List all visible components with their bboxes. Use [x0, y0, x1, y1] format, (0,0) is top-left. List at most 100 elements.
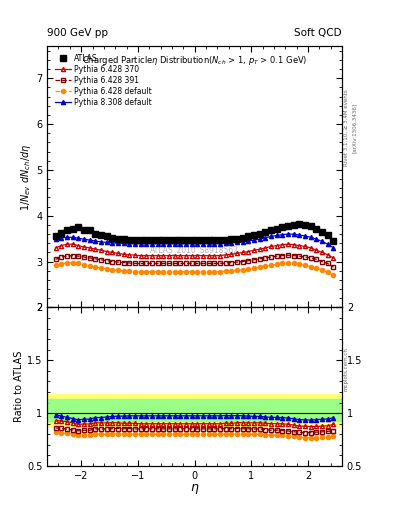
- Text: [arXiv:1306.3436]: [arXiv:1306.3436]: [352, 103, 357, 153]
- Pythia 6.428 default: [314, 265, 319, 271]
- ATLAS: [121, 236, 126, 242]
- ATLAS: [325, 232, 330, 238]
- Pythia 6.428 370: [257, 246, 262, 252]
- Pythia 6.428 391: [76, 253, 81, 259]
- Pythia 8.308 default: [280, 231, 285, 238]
- Line: ATLAS: ATLAS: [53, 221, 336, 244]
- ATLAS: [286, 223, 290, 229]
- Pythia 6.428 default: [64, 260, 69, 266]
- ATLAS: [167, 237, 171, 243]
- Pythia 6.428 370: [286, 241, 290, 247]
- Pythia 6.428 default: [173, 269, 177, 275]
- Y-axis label: $1/N_{ev}\ dN_{ch}/d\eta$: $1/N_{ev}\ dN_{ch}/d\eta$: [19, 143, 33, 210]
- Pythia 6.428 391: [201, 261, 206, 267]
- Pythia 8.308 default: [93, 238, 98, 244]
- Pythia 6.428 370: [223, 252, 228, 258]
- Pythia 6.428 391: [195, 261, 200, 267]
- ATLAS: [133, 237, 138, 243]
- Pythia 6.428 391: [110, 259, 115, 265]
- ATLAS: [297, 221, 302, 227]
- Pythia 6.428 391: [206, 261, 211, 267]
- Pythia 6.428 370: [161, 252, 166, 259]
- ATLAS: [138, 237, 143, 243]
- Pythia 6.428 370: [246, 248, 251, 254]
- Pythia 8.308 default: [110, 240, 115, 246]
- Pythia 8.308 default: [201, 241, 206, 247]
- Pythia 8.308 default: [144, 241, 149, 247]
- Pythia 6.428 370: [173, 252, 177, 259]
- ATLAS: [280, 224, 285, 230]
- Pythia 6.428 370: [263, 245, 268, 251]
- Pythia 8.308 default: [235, 239, 239, 245]
- Pythia 8.308 default: [320, 239, 325, 245]
- Pythia 8.308 default: [64, 234, 69, 241]
- Pythia 8.308 default: [257, 236, 262, 242]
- Pythia 6.428 391: [167, 261, 171, 267]
- ATLAS: [87, 227, 92, 233]
- Pythia 6.428 default: [93, 264, 98, 270]
- Pythia 6.428 370: [87, 245, 92, 251]
- Pythia 6.428 370: [93, 246, 98, 252]
- Pythia 6.428 370: [70, 241, 75, 247]
- Pythia 6.428 default: [280, 261, 285, 267]
- Pythia 6.428 391: [229, 260, 234, 266]
- Pythia 8.308 default: [59, 234, 64, 241]
- Pythia 6.428 391: [104, 258, 109, 264]
- Pythia 6.428 default: [138, 269, 143, 275]
- Pythia 6.428 default: [257, 264, 262, 270]
- ATLAS: [303, 222, 307, 228]
- Pythia 6.428 default: [87, 263, 92, 269]
- Pythia 6.428 391: [59, 254, 64, 260]
- ATLAS: [116, 236, 120, 242]
- Pythia 6.428 391: [303, 254, 307, 260]
- Pythia 6.428 391: [133, 261, 138, 267]
- Pythia 6.428 391: [218, 261, 222, 267]
- Pythia 6.428 370: [212, 252, 217, 259]
- Pythia 6.428 default: [206, 269, 211, 275]
- Pythia 6.428 default: [76, 261, 81, 267]
- ATLAS: [235, 236, 239, 242]
- Pythia 8.308 default: [173, 241, 177, 247]
- Pythia 6.428 370: [241, 249, 245, 255]
- Pythia 6.428 391: [291, 252, 296, 259]
- Pythia 6.428 default: [303, 262, 307, 268]
- Pythia 6.428 391: [314, 257, 319, 263]
- Pythia 8.308 default: [241, 239, 245, 245]
- Pythia 8.308 default: [269, 233, 274, 240]
- Pythia 6.428 default: [150, 269, 154, 275]
- Pythia 6.428 370: [82, 244, 86, 250]
- ATLAS: [64, 227, 69, 233]
- Pythia 6.428 391: [241, 259, 245, 265]
- Pythia 8.308 default: [116, 240, 120, 246]
- ATLAS: [257, 231, 262, 237]
- Pythia 6.428 default: [184, 269, 188, 275]
- Pythia 6.428 370: [189, 252, 194, 259]
- Pythia 6.428 391: [127, 260, 132, 266]
- Pythia 6.428 370: [206, 252, 211, 259]
- Pythia 8.308 default: [303, 233, 307, 239]
- Pythia 8.308 default: [121, 240, 126, 246]
- Pythia 6.428 391: [173, 261, 177, 267]
- Pythia 8.308 default: [70, 234, 75, 241]
- Pythia 6.428 370: [121, 251, 126, 258]
- Pythia 6.428 391: [280, 252, 285, 259]
- ATLAS: [195, 237, 200, 243]
- ATLAS: [59, 230, 64, 236]
- Pythia 6.428 391: [161, 261, 166, 267]
- Pythia 8.308 default: [252, 237, 256, 243]
- Pythia 6.428 391: [155, 261, 160, 267]
- Pythia 6.428 370: [218, 252, 222, 259]
- Pythia 8.308 default: [291, 231, 296, 237]
- Pythia 6.428 370: [280, 242, 285, 248]
- Pythia 8.308 default: [133, 241, 138, 247]
- Pythia 6.428 default: [161, 269, 166, 275]
- Pythia 6.428 370: [297, 243, 302, 249]
- Pythia 6.428 391: [263, 255, 268, 261]
- ATLAS: [70, 226, 75, 232]
- Pythia 8.308 default: [212, 241, 217, 247]
- Pythia 6.428 default: [325, 269, 330, 275]
- Pythia 8.308 default: [189, 241, 194, 247]
- ATLAS: [246, 233, 251, 240]
- Pythia 8.308 default: [229, 240, 234, 246]
- Pythia 6.428 default: [99, 265, 103, 271]
